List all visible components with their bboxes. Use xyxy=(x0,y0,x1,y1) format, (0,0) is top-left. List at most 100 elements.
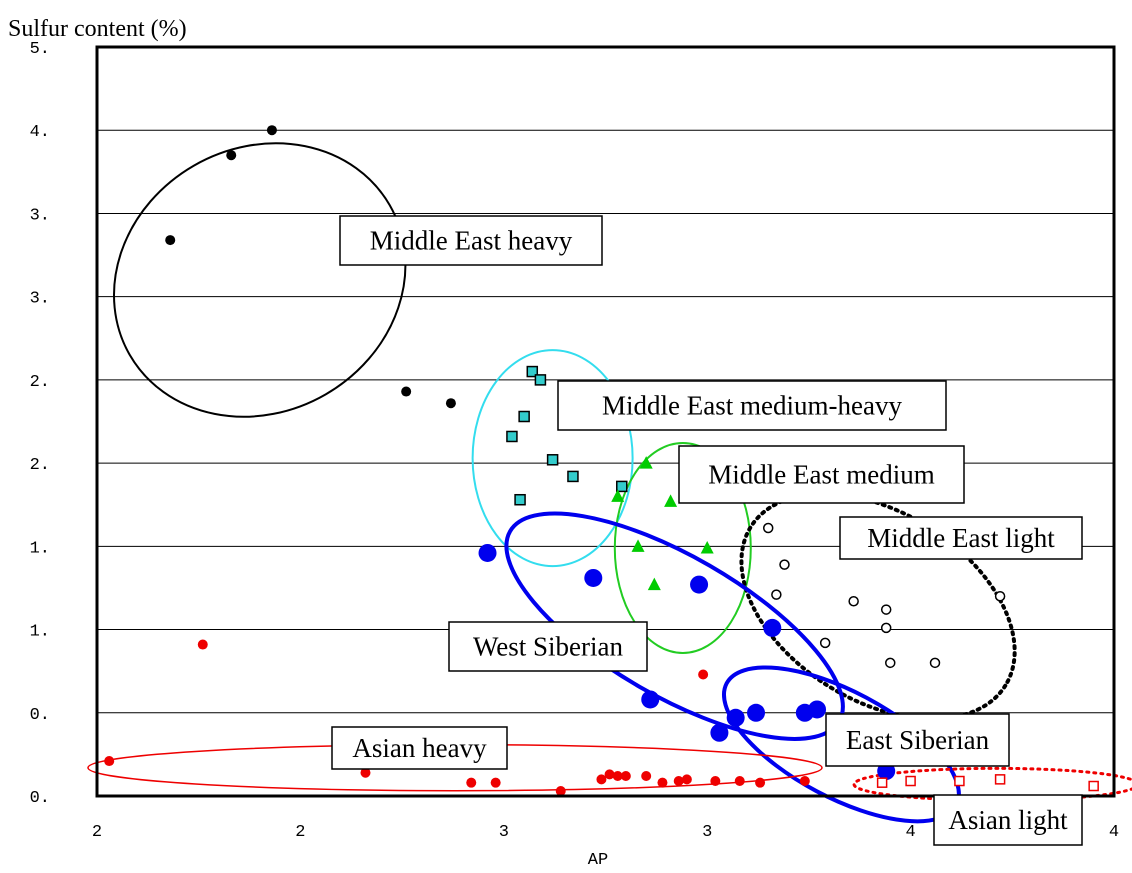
point-middle-east-light xyxy=(929,657,941,669)
label-box-asian-heavy xyxy=(331,726,508,770)
point-asian-heavy xyxy=(799,776,810,787)
point-middle-east-light xyxy=(762,522,774,534)
plot-frame xyxy=(95,45,1116,798)
point-asian-heavy xyxy=(360,767,371,778)
point-asian-light xyxy=(905,775,916,787)
point-west-siberian xyxy=(747,703,766,722)
cluster-label-middle-east-medium: Middle East medium xyxy=(708,460,934,490)
x-tick-label: 2 xyxy=(295,823,305,842)
label-box-middle-east-medium xyxy=(678,445,965,504)
cluster-label-east-siberian: East Siberian xyxy=(846,725,990,755)
y-tick-label: 1. xyxy=(30,623,50,642)
x-tick-label: 3 xyxy=(702,823,712,842)
cluster-label-asian-heavy: Asian heavy xyxy=(352,733,487,763)
grid-lines xyxy=(97,129,1114,714)
point-middle-east-medium xyxy=(664,494,678,507)
label-box-middle-east-medium-heavy xyxy=(557,380,947,431)
cluster-label-west-siberian: West Siberian xyxy=(473,632,624,662)
point-west-siberian xyxy=(726,708,745,727)
point-middle-east-light xyxy=(885,657,896,669)
axis-ticks: 0. 0. 1. 1. 2. 2. 3. 3. 4. 5. 2 2 3 3 4 4 xyxy=(30,40,1120,842)
point-middle-east-heavy xyxy=(226,150,237,161)
point-middle-east-light xyxy=(848,596,859,607)
point-asian-heavy xyxy=(612,771,623,782)
point-asian-heavy xyxy=(673,776,684,787)
ellipse-middle-east-heavy xyxy=(113,142,407,418)
point-west-siberian xyxy=(710,723,729,742)
point-asian-heavy xyxy=(197,639,208,650)
point-middle-east-medium-heavy xyxy=(518,410,530,423)
point-west-siberian xyxy=(763,618,782,637)
point-middle-east-medium-heavy xyxy=(616,480,628,493)
ellipse-middle-east-medium-heavy xyxy=(471,349,634,568)
label-box-west-siberian xyxy=(448,621,648,672)
x-tick-label: 2 xyxy=(92,823,102,842)
point-asian-heavy xyxy=(104,756,115,767)
y-tick-label: 3. xyxy=(30,290,50,309)
y-tick-label: 4. xyxy=(30,123,50,142)
cluster-label-middle-east-heavy: Middle East heavy xyxy=(370,226,573,256)
point-asian-heavy xyxy=(490,777,501,788)
point-asian-heavy xyxy=(734,776,745,787)
point-asian-light xyxy=(1088,780,1099,792)
point-asian-heavy xyxy=(620,771,631,782)
point-middle-east-medium xyxy=(631,539,645,552)
point-west-siberian xyxy=(641,690,660,709)
cluster-label-middle-east-medium-heavy: Middle East medium-heavy xyxy=(602,391,902,421)
point-middle-east-medium-heavy xyxy=(546,454,559,466)
point-asian-heavy xyxy=(641,771,652,782)
y-tick-label: 0. xyxy=(30,789,50,808)
point-middle-east-light xyxy=(994,591,1006,602)
point-middle-east-medium xyxy=(639,456,653,469)
ellipse-middle-east-medium xyxy=(613,441,752,654)
point-middle-east-light xyxy=(819,637,831,649)
point-middle-east-heavy xyxy=(266,125,277,136)
point-middle-east-medium xyxy=(700,540,714,554)
x-tick-label: 3 xyxy=(499,823,509,842)
point-middle-east-heavy xyxy=(165,235,176,246)
label-box-east-siberian xyxy=(825,713,1010,767)
point-middle-east-heavy xyxy=(445,398,456,409)
x-tick-label: 4 xyxy=(1109,823,1119,842)
point-west-siberian xyxy=(808,700,827,719)
point-middle-east-medium-heavy xyxy=(534,374,547,386)
point-middle-east-light xyxy=(779,559,790,570)
point-middle-east-light xyxy=(880,622,892,634)
point-middle-east-medium xyxy=(611,489,625,502)
x-axis-title: AP xyxy=(588,851,608,870)
point-middle-east-heavy xyxy=(401,386,412,397)
y-axis-title: Sulfur content (%) xyxy=(8,16,187,42)
point-middle-east-medium-heavy xyxy=(526,365,539,378)
point-asian-heavy xyxy=(681,774,692,785)
y-tick-label: 2. xyxy=(30,456,50,475)
y-tick-label: 2. xyxy=(30,373,50,392)
point-asian-light xyxy=(876,777,888,788)
y-tick-label: 1. xyxy=(30,539,50,558)
point-asian-heavy xyxy=(755,777,766,788)
point-asian-heavy xyxy=(596,774,607,785)
point-asian-heavy xyxy=(604,769,615,780)
cluster-label-asian-light: Asian light xyxy=(948,805,1068,835)
x-tick-label: 4 xyxy=(905,823,915,842)
point-asian-heavy xyxy=(698,669,709,680)
cluster-labels: Middle East heavy Middle East medium-heav… xyxy=(331,215,1083,846)
y-tick-label: 0. xyxy=(30,706,50,725)
point-asian-light xyxy=(994,774,1006,785)
point-asian-heavy xyxy=(466,777,477,788)
point-west-siberian xyxy=(690,575,709,594)
y-tick-label: 3. xyxy=(30,206,50,225)
y-tick-label: 5. xyxy=(30,40,50,59)
point-middle-east-medium-heavy xyxy=(506,430,518,443)
point-middle-east-medium-heavy xyxy=(514,493,526,506)
point-asian-heavy xyxy=(555,786,566,797)
point-west-siberian xyxy=(584,568,603,587)
ellipse-asian-light xyxy=(852,766,1132,802)
label-box-asian-light xyxy=(933,794,1083,846)
point-asian-heavy xyxy=(657,777,668,788)
point-west-siberian xyxy=(478,543,497,562)
point-asian-heavy xyxy=(710,776,721,787)
point-middle-east-medium-heavy xyxy=(567,470,579,483)
point-asian-light xyxy=(954,775,965,787)
label-box-middle-east-light xyxy=(839,516,1083,560)
